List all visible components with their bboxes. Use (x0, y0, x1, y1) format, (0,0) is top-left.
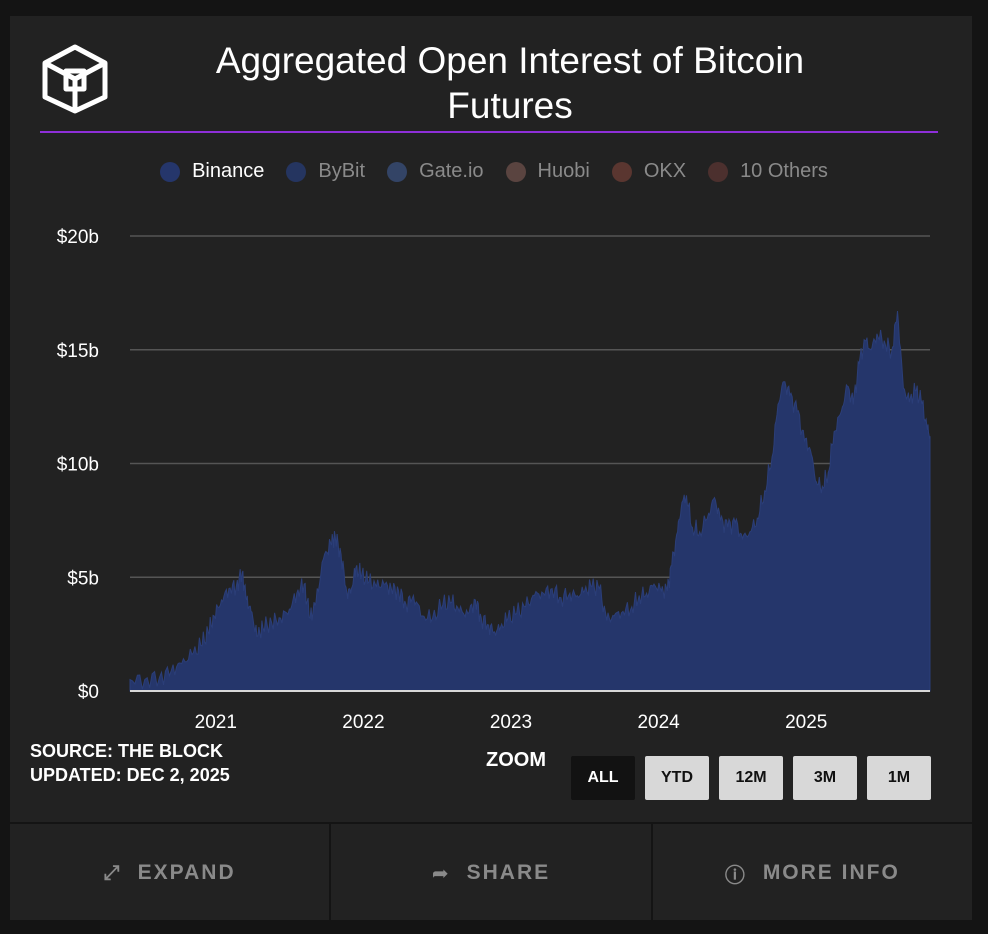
legend-item-bybit[interactable]: ByBit (286, 160, 365, 183)
legend-label: Binance (192, 160, 265, 182)
legend-item-binance[interactable]: Binance (160, 160, 264, 183)
x-tick-label: 2021 (195, 712, 237, 733)
chart-title-line2: Futures (447, 85, 573, 126)
y-tick-label: $10b (57, 455, 99, 476)
legend-item-huobi[interactable]: Huobi (505, 160, 590, 183)
legend-swatch (387, 161, 408, 182)
x-tick-label: 2023 (490, 712, 532, 733)
legend-swatch (708, 161, 729, 182)
the-block-logo-icon (42, 44, 108, 114)
y-tick-label: $15b (57, 341, 99, 362)
chart-title: Aggregated Open Interest of Bitcoin Futu… (140, 38, 880, 128)
legend-label: 10 Others (740, 160, 828, 182)
zoom-button-3m[interactable]: 3M (793, 756, 857, 800)
x-tick-label: 2022 (342, 712, 384, 733)
zoom-button-ytd[interactable]: YTD (645, 756, 709, 800)
chart-title-line1: Aggregated Open Interest of Bitcoin (215, 40, 805, 81)
legend-swatch (286, 161, 307, 182)
y-tick-label: $5b (67, 568, 99, 589)
share-label: SHARE (466, 861, 551, 884)
zoom-button-12m[interactable]: 12M (719, 756, 783, 800)
y-tick-label: $0 (78, 682, 99, 703)
expand-label: EXPAND (137, 861, 236, 884)
expand-button[interactable]: ⤢ EXPAND (10, 824, 329, 922)
legend-label: Huobi (537, 160, 590, 182)
zoom-button-1m[interactable]: 1M (867, 756, 931, 800)
x-tick-label: 2024 (637, 712, 680, 733)
zoom-label: ZOOM (486, 749, 546, 771)
info-circle-icon: ⓘ (724, 864, 747, 887)
y-tick-label: $20b (57, 227, 99, 248)
share-arrow-icon: ➦ (431, 862, 451, 885)
legend-label: OKX (643, 160, 687, 182)
legend-item-gate-io[interactable]: Gate.io (387, 160, 484, 183)
footer-wrap: ⤢ EXPAND ➦ SHARE ⓘ MORE INFO (10, 16, 972, 922)
legend-item-okx[interactable]: OKX (611, 160, 687, 183)
chart-legend: Binance ByBit Gate.io Huobi OKX 10 Others (0, 160, 988, 183)
source-label: SOURCE: THE BLOCK (30, 741, 223, 761)
title-divider (40, 131, 938, 133)
legend-item-10-others[interactable]: 10 Others (708, 160, 828, 183)
zoom-button-all[interactable]: ALL (571, 756, 635, 800)
chart-plot: $0 $5b $10b $15b $20b 2021 2022 2023 2024 2025 (57, 227, 931, 733)
footer-bar: ⤢ EXPAND ➦ SHARE ⓘ MORE INFO (10, 822, 972, 922)
legend-label: Gate.io (419, 160, 484, 182)
series-area-binance (129, 311, 931, 692)
updated-label: UPDATED: DEC 2, 2025 (30, 765, 230, 785)
more-info-button[interactable]: ⓘ MORE INFO (650, 824, 972, 922)
share-button[interactable]: ➦ SHARE (329, 824, 650, 922)
x-tick-label: 2025 (785, 712, 827, 733)
source-info: SOURCE: THE BLOCK UPDATED: DEC 2, 2025 (30, 739, 230, 787)
legend-swatch (505, 161, 526, 182)
more-info-label: MORE INFO (762, 861, 900, 884)
legend-label: ByBit (318, 160, 366, 182)
legend-swatch (160, 161, 181, 182)
expand-arrows-icon: ⤢ (103, 861, 122, 884)
legend-swatch (611, 161, 632, 182)
